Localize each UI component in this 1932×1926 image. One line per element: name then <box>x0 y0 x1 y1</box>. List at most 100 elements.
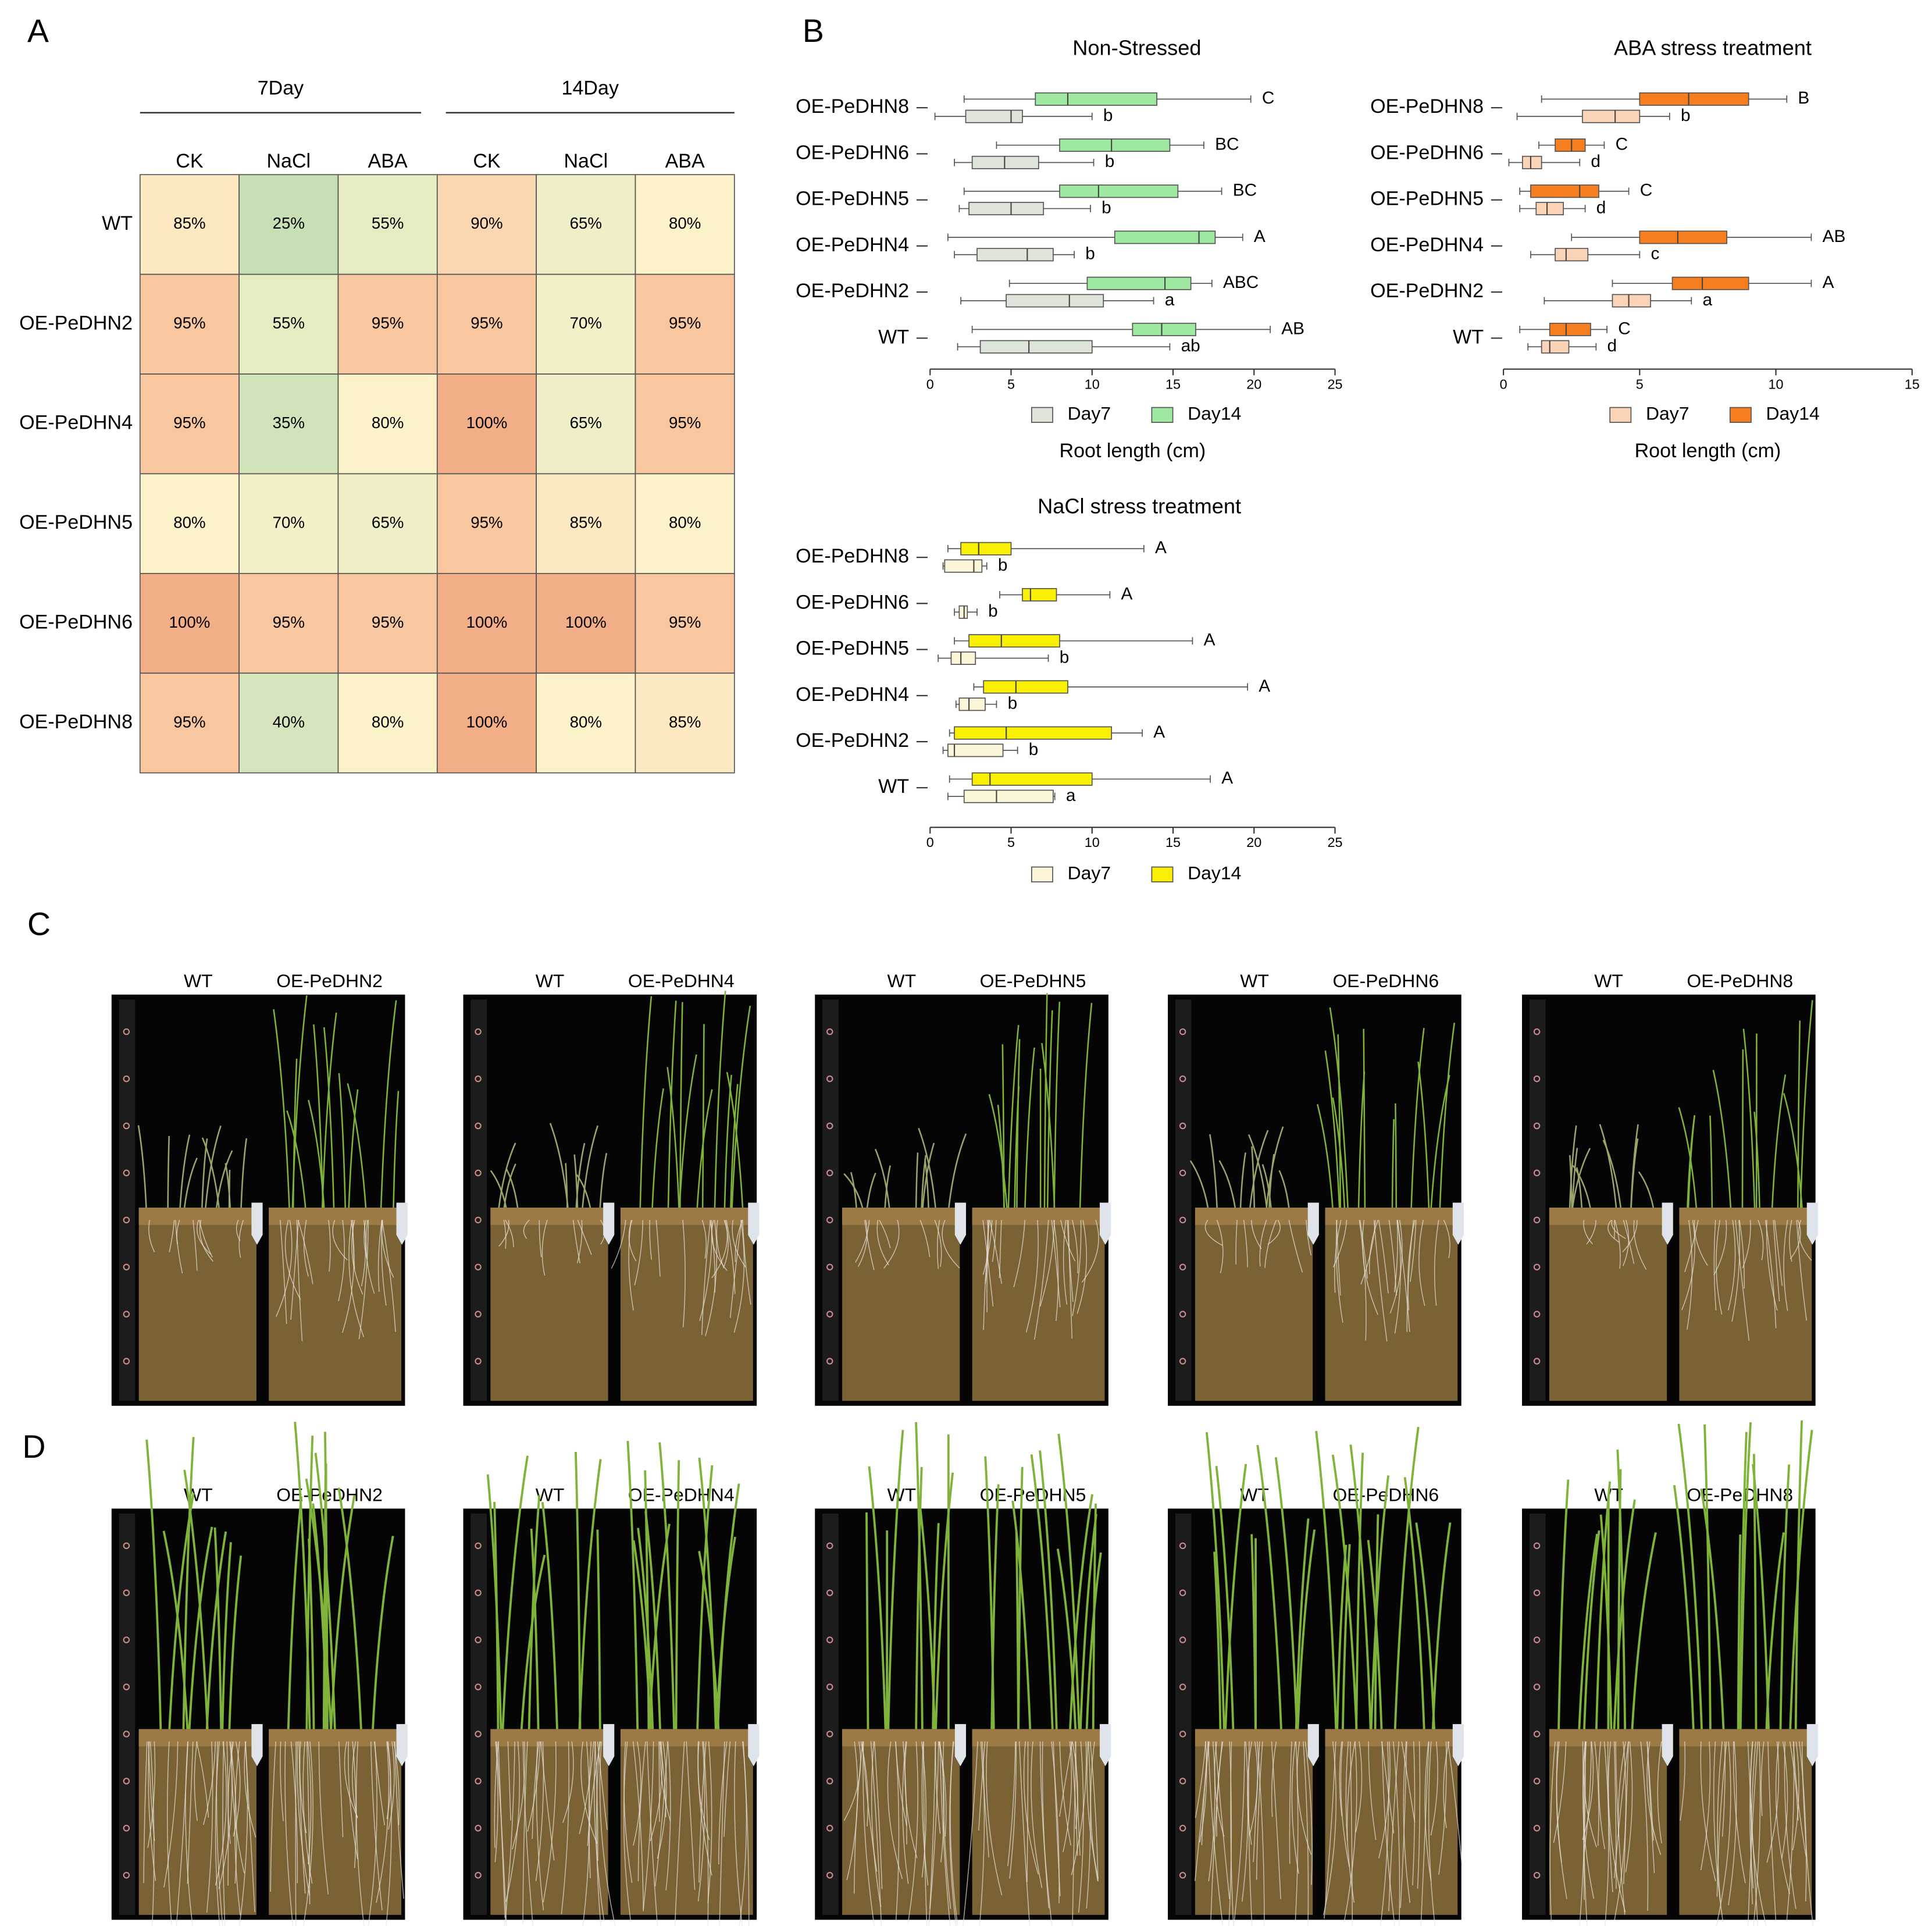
leaf <box>984 1456 995 1729</box>
leaf <box>372 1536 394 1729</box>
root <box>1583 1220 1593 1245</box>
leaf <box>1613 1499 1636 1729</box>
ruler-mark <box>123 1778 130 1785</box>
root <box>1304 1741 1313 1885</box>
root <box>358 1220 369 1340</box>
leaf <box>675 1460 680 1729</box>
group-letter: d <box>1591 152 1601 171</box>
group-letter: b <box>988 601 998 621</box>
root <box>1355 1741 1363 1832</box>
cell-label: 90% <box>470 214 502 232</box>
ruler-mark <box>1179 1311 1186 1318</box>
tag <box>1307 1202 1319 1245</box>
leaf <box>731 1005 751 1208</box>
heat-cell <box>536 373 636 475</box>
heat-cell <box>536 572 636 674</box>
root <box>169 1220 175 1252</box>
root <box>887 1741 903 1879</box>
photo-label: OE-PeDHN8 <box>1687 1484 1793 1505</box>
root <box>1070 1741 1078 1856</box>
ruler-mark <box>475 1263 482 1270</box>
leaf <box>632 1540 652 1729</box>
root <box>1613 1741 1617 1889</box>
root <box>1749 1741 1754 1889</box>
cell-label: 95% <box>173 314 205 332</box>
leaf <box>1317 1104 1334 1208</box>
root <box>1324 1741 1336 1919</box>
leaf <box>575 1451 582 1729</box>
tag <box>1452 1202 1464 1245</box>
leaf <box>1349 1444 1372 1729</box>
root <box>1072 1741 1076 1926</box>
root <box>654 1741 668 1886</box>
leaf <box>714 991 726 1208</box>
leaf <box>541 1502 558 1729</box>
ruler-mark <box>475 1169 482 1177</box>
root <box>193 1220 198 1271</box>
root <box>986 1741 1003 1896</box>
leaf <box>1329 1007 1349 1208</box>
root <box>1739 1220 1745 1289</box>
root <box>1256 1741 1263 1880</box>
root <box>203 1741 216 1825</box>
x-tick-label: 25 <box>1327 835 1342 850</box>
leaf <box>868 1466 887 1729</box>
root <box>1350 1741 1353 1926</box>
group-letter: A <box>1823 273 1834 292</box>
category-label: OE-PeDHN5 <box>1370 188 1484 210</box>
ruler-mark <box>475 1075 482 1083</box>
root <box>244 1741 256 1838</box>
leaf <box>520 1554 546 1729</box>
root <box>1549 1741 1556 1923</box>
leaf <box>167 1135 170 1208</box>
root <box>985 1220 989 1284</box>
root <box>982 1220 994 1306</box>
category-label: OE-PeDHN2 <box>1370 280 1484 302</box>
ruler-mark <box>826 1075 833 1083</box>
root <box>1359 1220 1367 1341</box>
leaf <box>188 1526 213 1729</box>
ruler-mark <box>1179 1589 1186 1596</box>
tag <box>251 1202 263 1245</box>
root <box>1424 1741 1432 1881</box>
root <box>206 1741 213 1913</box>
root <box>1242 1741 1249 1902</box>
group-letter: AB <box>1281 319 1304 338</box>
root <box>1622 1220 1638 1252</box>
leaf <box>1043 993 1048 1208</box>
board-top <box>972 1208 1105 1225</box>
ruler-mark <box>475 1216 482 1224</box>
photo <box>1522 994 1818 1406</box>
root <box>199 1220 213 1258</box>
root <box>1598 1741 1606 1850</box>
group-letter: BC <box>1233 181 1257 200</box>
ruler-mark <box>123 1542 130 1550</box>
row-label: OE-PeDHN6 <box>19 611 133 633</box>
root <box>532 1741 540 1839</box>
root <box>1684 1220 1699 1272</box>
leaf <box>1278 1170 1290 1208</box>
root <box>588 1741 592 1878</box>
leaf <box>988 1094 1008 1208</box>
photo <box>111 994 408 1406</box>
root <box>1216 1741 1224 1837</box>
cell-label: 85% <box>173 214 205 232</box>
leaf <box>228 1555 243 1729</box>
root <box>1208 1741 1215 1882</box>
cell-label: 95% <box>470 513 502 531</box>
heat-cell <box>238 572 339 674</box>
ruler-mark <box>123 1122 130 1130</box>
root <box>1401 1741 1416 1822</box>
group-letter: ABC <box>1223 273 1259 292</box>
leaf <box>1583 1530 1601 1729</box>
board-top <box>1325 1208 1458 1225</box>
root <box>950 1741 958 1925</box>
board <box>972 1729 1105 1915</box>
root <box>370 1741 383 1910</box>
ruler-mark <box>826 1636 833 1643</box>
root <box>1267 1219 1281 1245</box>
photo-label: OE-PeDHN2 <box>276 970 383 991</box>
box <box>1006 294 1104 308</box>
leaf <box>1056 1548 1077 1729</box>
box <box>1549 322 1591 336</box>
